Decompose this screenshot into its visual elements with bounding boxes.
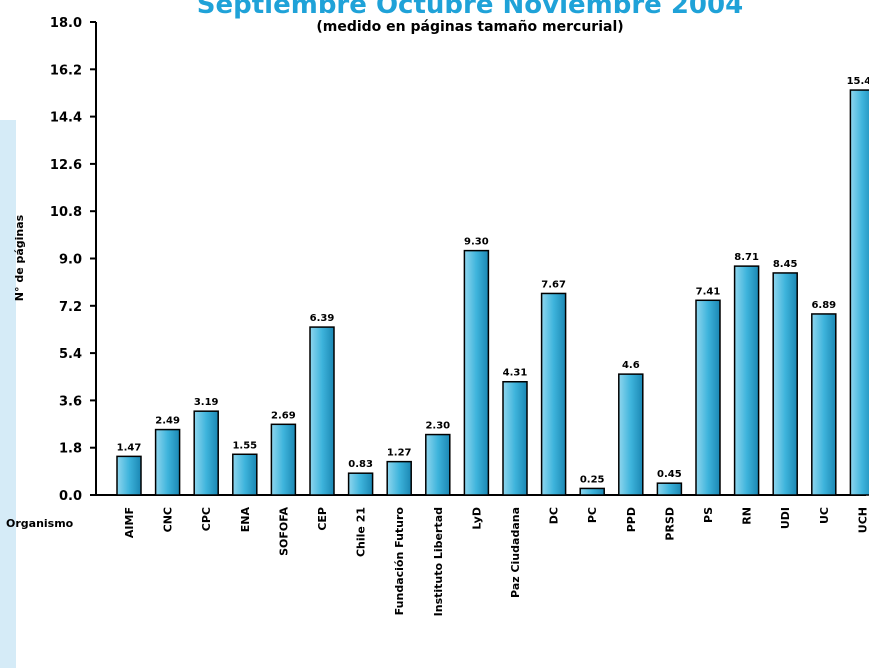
category-label: PS bbox=[702, 507, 715, 523]
data-label: 0.45 bbox=[657, 469, 682, 480]
data-label: 2.69 bbox=[271, 410, 296, 421]
category-label: PC bbox=[586, 507, 599, 523]
y-tick-label: 10.8 bbox=[50, 205, 82, 220]
y-tick-label: 0.0 bbox=[59, 489, 82, 504]
bar bbox=[733, 265, 760, 496]
category-label: Paz Ciudadana bbox=[509, 507, 522, 598]
y-axis-title: N° de páginas bbox=[13, 214, 26, 301]
bar bbox=[695, 299, 721, 496]
bar bbox=[463, 249, 490, 496]
chart-subtitle: (medido en páginas tamaño mercurial) bbox=[316, 19, 624, 35]
data-label: 7.41 bbox=[696, 286, 721, 297]
bar bbox=[849, 89, 869, 496]
category-label: DC bbox=[548, 507, 561, 524]
y-tick-label: 18.0 bbox=[50, 16, 82, 31]
category-label: CPC bbox=[200, 507, 213, 531]
category-label: AIMF bbox=[123, 507, 136, 538]
bar bbox=[425, 433, 451, 496]
data-label: 1.27 bbox=[387, 448, 412, 459]
category-label: PRSD bbox=[663, 507, 676, 541]
y-tick-label: 3.6 bbox=[59, 394, 82, 409]
bar bbox=[540, 292, 567, 496]
data-label: 0.83 bbox=[348, 459, 373, 470]
y-tick-label: 5.4 bbox=[59, 347, 82, 362]
category-label: UDI bbox=[779, 507, 792, 529]
y-tick-label: 9.0 bbox=[59, 253, 82, 268]
bar bbox=[618, 373, 644, 496]
data-label: 4.6 bbox=[622, 360, 640, 371]
category-label: Instituto Libertad bbox=[432, 507, 445, 616]
category-label: PPD bbox=[625, 507, 638, 532]
bar bbox=[386, 460, 412, 496]
bar bbox=[579, 487, 605, 496]
bar bbox=[116, 455, 142, 496]
category-label: Fundación Futuro bbox=[393, 507, 406, 616]
y-tick-label: 1.8 bbox=[59, 442, 82, 457]
category-label: UC bbox=[818, 507, 831, 524]
y-tick-label: 7.2 bbox=[59, 300, 82, 315]
y-tick-label: 12.6 bbox=[50, 158, 82, 173]
x-axis-title: Organismo bbox=[6, 517, 74, 530]
bar bbox=[502, 380, 528, 496]
bar bbox=[811, 313, 837, 496]
data-label: 6.39 bbox=[310, 313, 335, 324]
data-label: 4.31 bbox=[503, 368, 528, 379]
data-label: 2.30 bbox=[425, 421, 450, 432]
data-label: 9.30 bbox=[464, 237, 489, 248]
bar bbox=[232, 453, 258, 496]
category-label: Chile 21 bbox=[355, 507, 368, 557]
data-label: 3.19 bbox=[194, 397, 219, 408]
y-tick-label: 16.2 bbox=[50, 63, 82, 78]
y-tick-label: 14.4 bbox=[50, 111, 82, 126]
bar bbox=[347, 472, 374, 496]
category-label: LyD bbox=[470, 507, 483, 530]
data-label: 1.55 bbox=[232, 440, 257, 451]
category-label: UCH bbox=[856, 507, 869, 533]
bar bbox=[154, 428, 181, 496]
data-label: 8.71 bbox=[734, 252, 759, 263]
chart-title: Septiembre Octubre Noviembre 2004 bbox=[196, 0, 744, 20]
category-label: CEP bbox=[316, 507, 329, 531]
data-label: 15.41 bbox=[847, 76, 869, 87]
data-label: 7.67 bbox=[541, 279, 566, 290]
category-label: ENA bbox=[239, 507, 252, 533]
data-label: 6.89 bbox=[811, 300, 836, 311]
data-label: 8.45 bbox=[773, 259, 798, 270]
category-label: RN bbox=[741, 507, 754, 525]
category-label: CNC bbox=[162, 507, 175, 532]
bar bbox=[193, 410, 219, 496]
side-panel bbox=[0, 120, 16, 668]
bar bbox=[270, 423, 297, 496]
bar bbox=[772, 272, 798, 496]
data-label: 0.25 bbox=[580, 474, 605, 485]
data-label: 2.49 bbox=[155, 416, 180, 427]
data-label: 1.47 bbox=[117, 442, 142, 453]
category-label: SOFOFA bbox=[277, 507, 290, 556]
bar bbox=[309, 326, 335, 496]
bar bbox=[656, 482, 683, 496]
